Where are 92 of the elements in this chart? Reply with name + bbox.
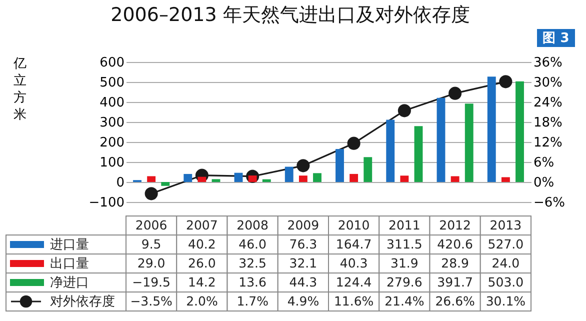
data-label: 32.1 [289, 256, 318, 270]
data-label: 527.0 [488, 236, 524, 252]
y-tick-label: −100 [88, 196, 124, 210]
bar [516, 81, 524, 182]
data-label: 14.2 [188, 274, 216, 290]
data-label: 76.3 [289, 236, 318, 252]
data-label: 24.0 [492, 256, 520, 270]
data-label: 31.9 [390, 256, 418, 270]
bar [386, 120, 395, 182]
data-label: 29.0 [137, 256, 166, 270]
x-tick-label: 2009 [287, 218, 320, 232]
data-label: 9.5 [141, 236, 162, 252]
point [144, 187, 158, 200]
x-tick-label: 2012 [439, 218, 471, 232]
x-tick-label: 2013 [490, 218, 522, 232]
data-label: 28.9 [441, 256, 470, 270]
y2-tick-label: −6% [534, 196, 566, 210]
bar [262, 179, 271, 182]
caption: 图 3 [542, 31, 570, 46]
y2-tick-label: 0% [534, 176, 554, 190]
point [347, 136, 360, 150]
x-tick-label: 2006 [135, 218, 168, 232]
bar [350, 174, 358, 182]
bar [364, 157, 372, 182]
data-label: 44.3 [289, 274, 318, 290]
bar [501, 177, 510, 182]
data-label: 40.3 [340, 256, 368, 270]
data-label: 11.6% [334, 294, 374, 308]
data-label: 164.7 [336, 236, 372, 252]
data-label: 46.0 [238, 236, 267, 252]
y-tick-label: 0 [116, 176, 124, 190]
data-label: 26.6% [435, 294, 476, 308]
x-tick-label: 2007 [186, 218, 218, 232]
y-tick-label: 500 [100, 76, 124, 90]
legend-label: 净进口 [50, 276, 89, 290]
data-label: 4.9% [287, 294, 320, 308]
point [448, 86, 462, 100]
data-label: 124.4 [336, 274, 372, 290]
y-tick-label: 100 [100, 156, 124, 170]
bar [313, 173, 322, 182]
point [296, 159, 310, 172]
bar [400, 176, 409, 182]
bar [436, 98, 446, 182]
y-tick-label: 300 [100, 116, 124, 130]
chart-title: 2006–2013 年天然气进出口及对外依存度 [110, 4, 470, 26]
y-tick-label: 400 [100, 96, 124, 110]
data-label: 13.6 [238, 274, 267, 290]
data-label: 420.6 [437, 236, 473, 252]
data-label: 2.0% [186, 294, 218, 308]
y-axis-title: 亿立方米 [12, 56, 26, 122]
data-label: 32.5 [238, 256, 266, 270]
bar [284, 166, 294, 182]
y2-tick-label: 12% [534, 136, 562, 150]
data-label: 1.7% [236, 294, 269, 308]
data-label: 40.2 [188, 236, 216, 252]
data-label: 311.5 [386, 236, 422, 252]
legend-label: 对外依存度 [50, 294, 115, 310]
bar [248, 176, 257, 182]
bar [414, 126, 423, 182]
data-label: 391.7 [437, 274, 473, 290]
x-tick-label: 2011 [388, 218, 420, 232]
bar [184, 174, 192, 182]
point [398, 104, 411, 118]
y-tick-label: 200 [100, 136, 124, 150]
bar [487, 76, 496, 182]
bar [298, 176, 308, 182]
y-tick-label: 600 [100, 56, 124, 70]
bar [161, 182, 170, 186]
bar [212, 179, 220, 182]
data-label: 26.0 [188, 256, 216, 270]
bar [450, 176, 460, 182]
y2-tick-label: 30% [534, 76, 562, 90]
data-label: 21.4% [384, 294, 424, 308]
legend-label: 进口量 [50, 238, 89, 252]
x-tick-label: 2010 [338, 218, 370, 232]
y2-tick-label: 18% [534, 116, 562, 130]
legend-label: 出口量 [50, 256, 89, 272]
data-label: 279.6 [386, 274, 422, 290]
y2-tick-label: 36% [534, 56, 562, 70]
data-label: −19.5 [132, 274, 170, 290]
bar [198, 176, 206, 182]
y2-tick-label: 6% [534, 156, 554, 170]
data-label: 503.0 [488, 274, 524, 290]
data-label: 30.1% [486, 294, 526, 308]
y2-tick-label: 24% [534, 96, 562, 110]
data-label: −3.5% [130, 294, 173, 308]
x-tick-label: 2008 [236, 218, 269, 232]
bar [147, 176, 156, 182]
point [499, 75, 512, 88]
bar [464, 104, 474, 182]
bar [336, 149, 344, 182]
bar [234, 172, 243, 182]
